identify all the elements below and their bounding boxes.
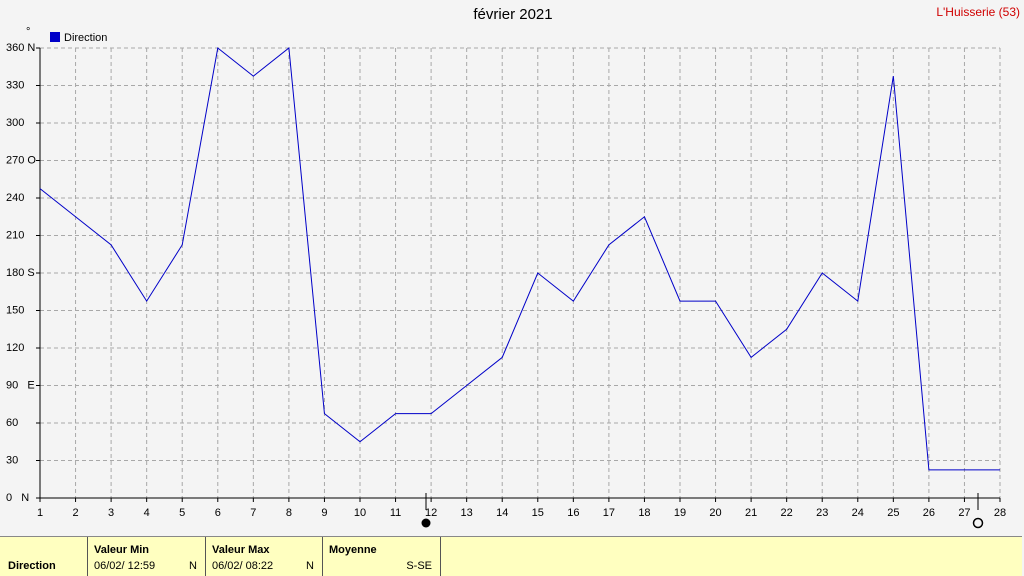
row-cell: Direction	[0, 537, 88, 576]
station-name: L'Huisserie (53)	[936, 5, 1020, 19]
x-tick-label: 11	[390, 507, 401, 519]
y-tick-label: 300	[6, 117, 24, 129]
y-tick-label: 0 N	[6, 492, 29, 504]
x-tick-label: 22	[781, 507, 793, 519]
y-tick-label: 30	[6, 454, 18, 466]
x-tick-label: 1	[37, 507, 43, 519]
min-date: 06/02/ 12:59	[94, 560, 156, 572]
chart-title: février 2021	[473, 6, 552, 23]
x-tick-label: 16	[567, 507, 579, 519]
y-tick-label: 270 O	[6, 154, 36, 166]
x-tick-label: 19	[674, 507, 686, 519]
mean-header: Moyenne	[329, 544, 377, 556]
y-tick-label: 90 E	[6, 379, 35, 391]
x-tick-label: 6	[215, 507, 221, 519]
x-tick-label: 14	[496, 507, 508, 519]
full-moon-icon	[972, 517, 984, 529]
x-tick-label: 28	[994, 507, 1006, 519]
legend-swatch	[50, 32, 60, 42]
x-tick-label: 13	[461, 507, 473, 519]
y-tick-label: 180 S	[6, 267, 35, 279]
x-tick-label: 5	[179, 507, 185, 519]
x-tick-label: 2	[72, 507, 78, 519]
new-moon-icon	[421, 518, 431, 528]
row-label: Direction	[8, 560, 56, 572]
summary-table: Direction Valeur Min 06/02/ 12:59 N Vale…	[0, 536, 1022, 576]
min-header: Valeur Min	[94, 544, 150, 556]
min-dir: N	[189, 560, 197, 572]
x-tick-label: 23	[816, 507, 828, 519]
y-unit: °	[26, 26, 30, 38]
x-tick-label: 8	[286, 507, 292, 519]
y-tick-label: 360 N	[6, 42, 35, 54]
x-tick-label: 7	[250, 507, 256, 519]
x-tick-label: 21	[745, 507, 757, 519]
x-tick-label: 10	[354, 507, 366, 519]
y-tick-label: 210	[6, 229, 24, 241]
max-cell: Valeur Max 06/02/ 08:22 N	[206, 537, 323, 576]
y-tick-label: 60	[6, 417, 18, 429]
x-tick-label: 18	[638, 507, 650, 519]
data-line	[39, 47, 1000, 471]
chart: février 2021 L'Huisserie (53) ° Directio…	[6, 5, 1020, 529]
max-date: 06/02/ 08:22	[212, 560, 274, 572]
legend-label: Direction	[64, 32, 107, 44]
x-tick-label: 15	[532, 507, 544, 519]
max-dir: N	[306, 560, 314, 572]
max-header: Valeur Max	[212, 544, 270, 556]
y-tick-label: 330	[6, 79, 24, 91]
x-tick-label: 25	[887, 507, 899, 519]
y-tick-label: 240	[6, 192, 24, 204]
min-cell: Valeur Min 06/02/ 12:59 N	[88, 537, 206, 576]
x-tick-label: 9	[321, 507, 327, 519]
x-tick-label: 3	[108, 507, 114, 519]
mean-dir: S-SE	[406, 560, 432, 572]
x-tick-label: 24	[852, 507, 864, 519]
x-tick-label: 17	[603, 507, 615, 519]
y-tick-label: 120	[6, 342, 24, 354]
x-tick-label: 12	[425, 507, 437, 519]
x-tick-label: 4	[144, 507, 150, 519]
x-tick-label: 26	[923, 507, 935, 519]
x-tick-label: 20	[709, 507, 721, 519]
x-tick-label: 27	[958, 507, 970, 519]
mean-cell: Moyenne S-SE	[323, 537, 441, 576]
y-tick-label: 150	[6, 304, 24, 316]
